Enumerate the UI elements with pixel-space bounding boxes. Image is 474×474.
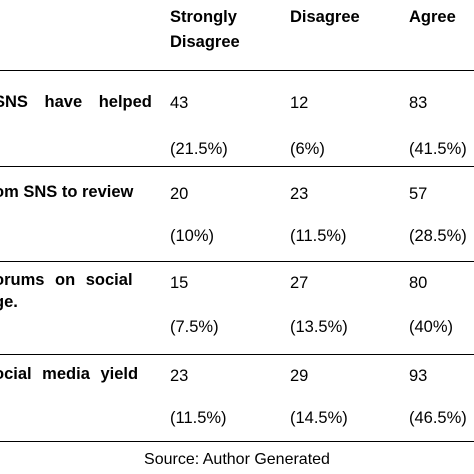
table-cell: (6%) xyxy=(290,140,325,158)
table-row-statement: orums on social ge. xyxy=(0,271,133,311)
table-cell: (46.5%) xyxy=(409,409,467,427)
table-cell: (13.5%) xyxy=(290,318,348,336)
row-divider xyxy=(0,261,474,262)
header-agree: Agree xyxy=(409,8,456,26)
table-cell: (28.5%) xyxy=(409,227,467,245)
table-cell: (40%) xyxy=(409,318,454,336)
header-strongly-disagree-line1: Strongly xyxy=(170,8,237,26)
table-cell: 80 xyxy=(409,274,428,292)
source-caption: Source: Author Generated xyxy=(144,451,330,468)
header-strongly-disagree: Strongly Disagree xyxy=(170,5,240,55)
table-cell: 29 xyxy=(290,367,309,385)
table-bottom-rule xyxy=(0,441,474,442)
table-cell: (41.5%) xyxy=(409,140,467,158)
row-divider xyxy=(0,166,474,167)
table-cell: 93 xyxy=(409,367,428,385)
table-row-statement: ocial media yield xyxy=(0,365,139,383)
table-cell: (11.5%) xyxy=(170,409,227,427)
row-divider xyxy=(0,354,474,355)
table-cell: (11.5%) xyxy=(290,227,347,245)
table-cell: (10%) xyxy=(170,227,215,245)
table-cell: (21.5%) xyxy=(170,140,228,158)
table-cell: 83 xyxy=(409,94,428,112)
table-cell: 23 xyxy=(290,185,309,203)
table-cell: 12 xyxy=(290,94,309,112)
table-row-statement: om SNS to review xyxy=(0,183,134,201)
table-cell: 23 xyxy=(170,367,189,385)
table-cell: 20 xyxy=(170,185,189,203)
table-row-statement: SNS have helped xyxy=(0,93,152,111)
table-cell: (7.5%) xyxy=(170,318,219,336)
table-cell: 57 xyxy=(409,185,428,203)
table-cell: 27 xyxy=(290,274,309,292)
table-cell: 43 xyxy=(170,94,189,112)
header-rule xyxy=(0,70,474,71)
header-strongly-disagree-line2: Disagree xyxy=(170,33,240,51)
header-disagree: Disagree xyxy=(290,8,360,26)
table-cell: 15 xyxy=(170,274,189,292)
table-cell: (14.5%) xyxy=(290,409,348,427)
